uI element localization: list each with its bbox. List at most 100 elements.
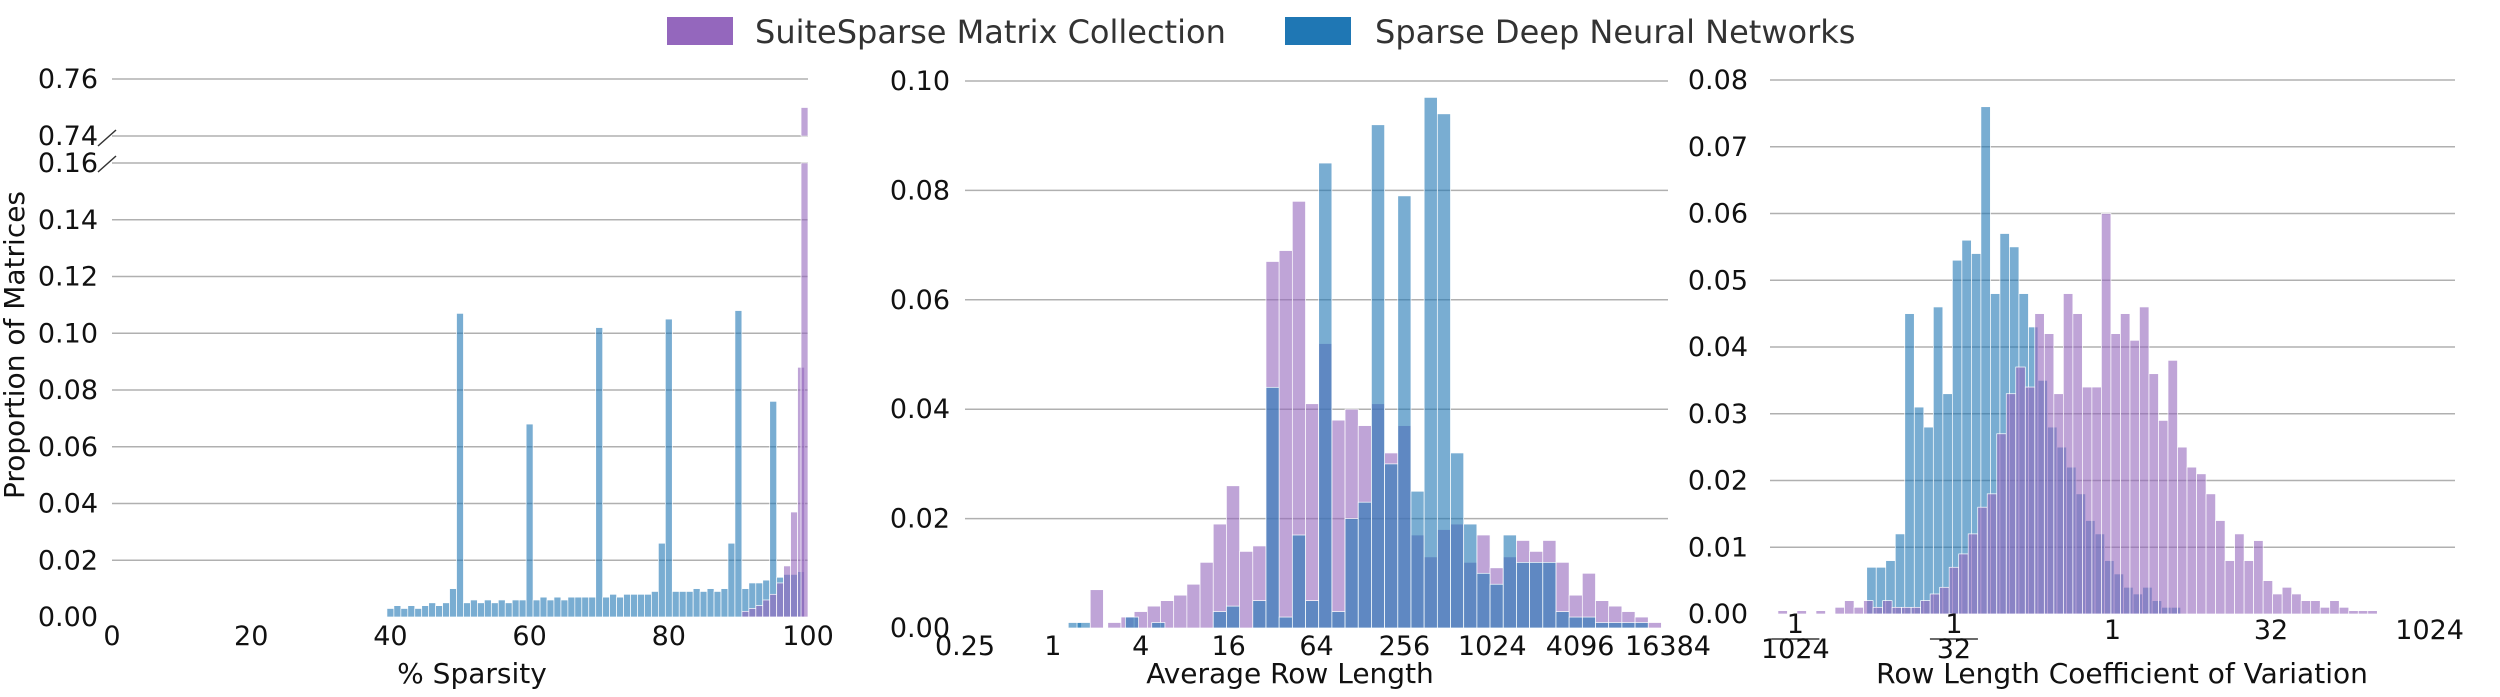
bar-sparse-dnn xyxy=(1331,611,1346,629)
bar-suitesparse xyxy=(2367,610,2378,615)
bar-sparse-dnn xyxy=(490,602,499,618)
bar-sparse-dnn xyxy=(1212,611,1227,629)
bar-suitesparse xyxy=(2091,386,2102,615)
bar-suitesparse xyxy=(1910,606,1921,615)
bar-sparse-dnn xyxy=(539,596,548,618)
bar-sparse-dnn xyxy=(769,401,778,618)
bar-sparse-dnn xyxy=(567,596,576,618)
bar-suitesparse xyxy=(1986,493,1998,615)
xtick-label: 1024 xyxy=(2395,615,2464,646)
ytick-label: 0.04 xyxy=(890,394,950,425)
bar-suitesparse xyxy=(2243,560,2254,615)
panel-row-length-xticks: 0.25 1 4 16 64 256 1024 4096 16384 xyxy=(935,631,1711,662)
bar-sparse-dnn xyxy=(658,542,666,618)
bar-suitesparse xyxy=(2272,593,2283,615)
bar-suitesparse xyxy=(1967,533,1979,615)
bar-suitesparse xyxy=(1815,610,1826,615)
ytick-label: 0.76 xyxy=(38,64,98,95)
bar-sparse-dnn xyxy=(1410,490,1425,629)
bar-sparse-dnn xyxy=(609,593,617,618)
xtick-label: 32 xyxy=(2254,615,2288,646)
legend-swatch-suitesparse xyxy=(667,17,733,45)
bar-sparse-dnn xyxy=(734,310,743,618)
ytick-label: 0.02 xyxy=(1688,466,1748,497)
panel-cv-xlabel: Row Length Coefficient of Variation xyxy=(1876,657,2368,690)
bar-sparse-dnn xyxy=(449,588,457,618)
panel-sparsity: 0.00 0.02 0.04 0.06 0.08 0.10 0.12 0.14 0.160.74… xyxy=(0,64,834,690)
bar-suitesparse xyxy=(2129,339,2140,615)
bar-suitesparse xyxy=(1107,622,1122,629)
bar-sparse-dnn xyxy=(1913,406,1925,615)
bar-suitesparse xyxy=(2158,420,2169,615)
bar-sparse-dnn xyxy=(1436,113,1451,629)
bar-suitesparse xyxy=(1278,250,1293,629)
bar-sparse-dnn xyxy=(637,593,645,618)
ytick-label: 0.08 xyxy=(38,375,98,406)
bar-sparse-dnn xyxy=(484,599,492,618)
bar-sparse-dnn xyxy=(1226,605,1240,629)
xtick-label-numerator: 1 xyxy=(1945,609,1962,640)
bar-suitesparse xyxy=(1882,600,1893,615)
ytick-label: 0.10 xyxy=(38,318,98,349)
legend-label-sparse-dnn: Sparse Deep Neural Networks xyxy=(1375,13,1855,51)
bar-sparse-dnn xyxy=(1076,622,1091,629)
ytick-label: 0.05 xyxy=(1688,265,1748,296)
bar-suitesparse xyxy=(1305,403,1320,629)
bar-sparse-dnn xyxy=(699,591,708,618)
bar-suitesparse-upper xyxy=(800,107,809,137)
ytick-label: 0.06 xyxy=(1688,199,1748,230)
bar-suitesparse xyxy=(1199,562,1214,629)
legend-label-suitesparse: SuiteSparse Matrix Collection xyxy=(755,13,1226,51)
bar-suitesparse xyxy=(2082,386,2093,615)
panel-sparsity-xlabel: % Sparsity xyxy=(397,657,547,690)
bar-suitesparse xyxy=(2167,360,2178,615)
xtick-label: 64 xyxy=(1299,631,1333,662)
bar-sparse-dnn xyxy=(1894,533,1906,615)
bar-sparse-dnn xyxy=(1904,313,1915,615)
bar-sparse-dnn xyxy=(1516,562,1530,629)
bar-sparse-dnn xyxy=(435,605,443,618)
bar-sparse-dnn xyxy=(1932,306,1944,615)
bar-sparse-dnn xyxy=(581,596,590,618)
bar-suitesparse xyxy=(2253,540,2264,615)
ytick-label: 0.06 xyxy=(38,432,98,463)
bar-sparse-dnn xyxy=(560,599,569,618)
bar-suitesparse xyxy=(2205,493,2216,615)
bar-sparse-dnn xyxy=(518,599,527,618)
bar-suitesparse xyxy=(1834,606,1845,615)
bar-suitesparse xyxy=(769,593,778,618)
panel-row-length-xlabel: Average Row Length xyxy=(1146,657,1434,690)
bar-sparse-dnn xyxy=(1529,562,1544,629)
bar-sparse-dnn xyxy=(1344,518,1359,629)
xtick-label-denominator: 1024 xyxy=(1761,634,1830,665)
ytick-label: 0.00 xyxy=(38,602,98,633)
bar-suitesparse xyxy=(2300,600,2312,615)
xtick-label: 4096 xyxy=(1546,631,1615,662)
bar-suitesparse xyxy=(1089,589,1104,629)
bar-sparse-dnn xyxy=(1318,162,1333,629)
bar-suitesparse xyxy=(1853,606,1864,615)
xtick-label: 20 xyxy=(234,621,268,652)
bar-sparse-dnn xyxy=(546,599,555,618)
bar-sparse-dnn xyxy=(497,599,506,618)
bar-suitesparse xyxy=(783,565,791,618)
bar-sparse-dnn xyxy=(414,608,423,618)
bar-suitesparse xyxy=(2062,293,2074,615)
bar-sparse-dnn xyxy=(407,605,416,618)
bar-suitesparse xyxy=(2053,393,2064,615)
bar-suitesparse xyxy=(2005,393,2017,615)
ytick-label: 0.04 xyxy=(38,489,98,520)
bar-suitesparse xyxy=(800,162,809,618)
xtick-label: 80 xyxy=(652,621,686,652)
xtick-label: 16 xyxy=(1211,631,1245,662)
bar-suitesparse xyxy=(1777,610,1788,615)
bar-sparse-dnn xyxy=(1357,501,1372,629)
bar-suitesparse xyxy=(2034,313,2045,615)
xtick-label-numerator: 1 xyxy=(1787,609,1804,640)
bar-suitesparse xyxy=(1891,606,1902,615)
legend: SuiteSparse Matrix Collection Sparse Dee… xyxy=(667,13,1855,51)
bar-sparse-dnn xyxy=(463,602,471,618)
bar-suitesparse xyxy=(790,511,798,618)
bar-suitesparse xyxy=(741,610,750,618)
bar-sparse-dnn xyxy=(1568,616,1583,629)
